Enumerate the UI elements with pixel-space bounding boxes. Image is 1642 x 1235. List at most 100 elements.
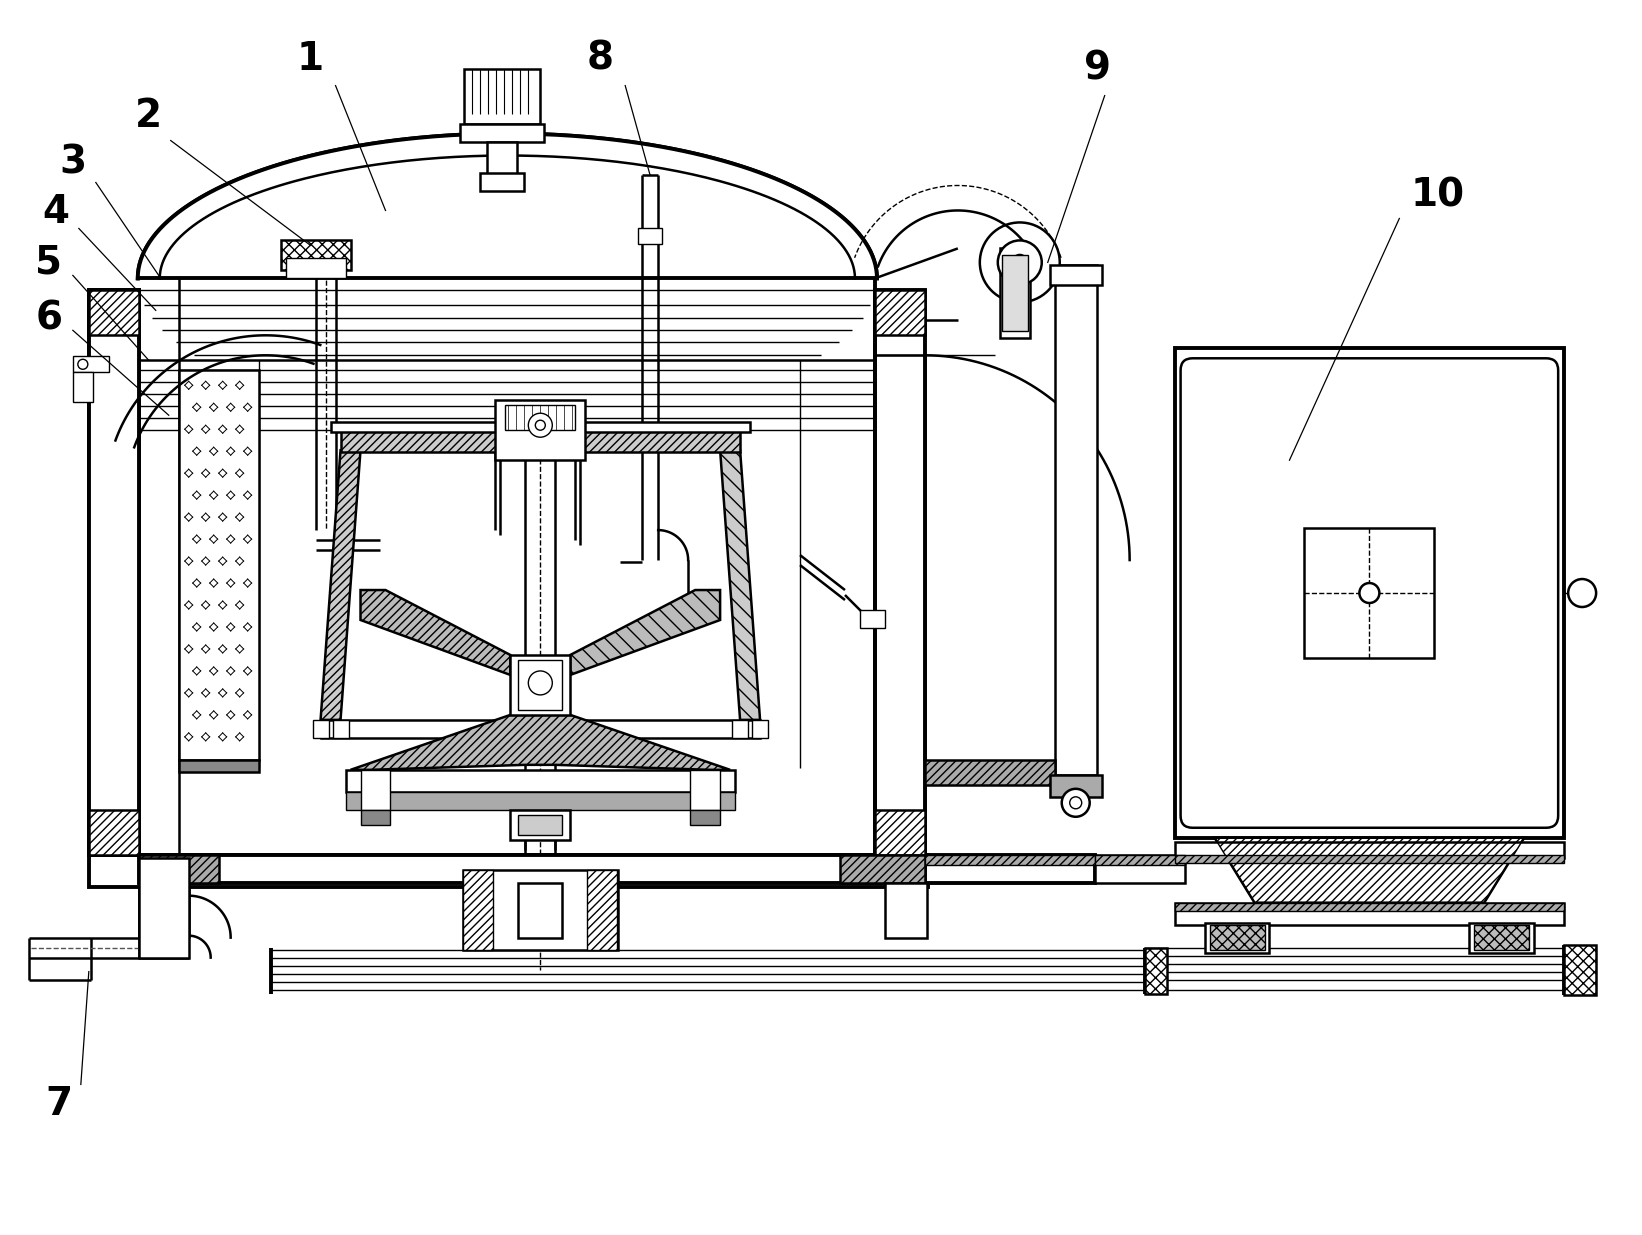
- Polygon shape: [350, 715, 731, 769]
- Bar: [460, 124, 544, 142]
- Circle shape: [1568, 579, 1596, 608]
- Bar: [488, 142, 517, 177]
- Polygon shape: [721, 451, 760, 720]
- Bar: [506, 405, 575, 430]
- Polygon shape: [89, 290, 140, 855]
- Circle shape: [1011, 254, 1028, 270]
- Bar: [281, 241, 350, 270]
- Polygon shape: [1215, 837, 1524, 903]
- Bar: [875, 290, 924, 336]
- Bar: [924, 760, 1054, 784]
- Bar: [1054, 266, 1097, 774]
- Bar: [1174, 855, 1565, 863]
- Bar: [320, 720, 760, 737]
- Bar: [140, 883, 181, 937]
- Bar: [496, 400, 585, 461]
- Bar: [690, 810, 721, 825]
- Bar: [140, 858, 189, 957]
- Bar: [89, 290, 140, 855]
- Circle shape: [535, 420, 545, 430]
- Text: 9: 9: [1084, 49, 1112, 88]
- Text: 5: 5: [36, 243, 62, 282]
- Circle shape: [1062, 789, 1090, 816]
- Bar: [1174, 903, 1565, 910]
- Circle shape: [529, 671, 552, 695]
- Bar: [1174, 348, 1565, 837]
- Bar: [511, 655, 570, 715]
- Bar: [333, 720, 348, 737]
- Polygon shape: [138, 133, 877, 278]
- Bar: [89, 855, 928, 887]
- Bar: [1049, 774, 1102, 797]
- Circle shape: [77, 359, 87, 369]
- Polygon shape: [320, 451, 361, 720]
- Bar: [179, 370, 259, 760]
- Bar: [1144, 947, 1166, 994]
- Bar: [286, 258, 345, 278]
- Bar: [345, 792, 736, 810]
- Bar: [465, 69, 540, 124]
- Bar: [1049, 266, 1102, 285]
- Bar: [860, 610, 885, 627]
- Bar: [1304, 529, 1435, 658]
- Circle shape: [980, 222, 1059, 303]
- Bar: [885, 883, 926, 937]
- Bar: [140, 855, 924, 883]
- FancyBboxPatch shape: [1181, 358, 1558, 827]
- Bar: [875, 810, 924, 855]
- Bar: [732, 720, 749, 737]
- Bar: [1470, 923, 1534, 952]
- Bar: [89, 810, 140, 855]
- Bar: [1475, 925, 1529, 950]
- Bar: [519, 883, 562, 937]
- Bar: [89, 290, 140, 336]
- Bar: [345, 769, 736, 792]
- Text: 6: 6: [36, 299, 62, 337]
- Bar: [1095, 855, 1184, 883]
- Bar: [140, 855, 218, 883]
- Bar: [1205, 923, 1269, 952]
- Bar: [1565, 945, 1596, 994]
- Bar: [312, 720, 328, 737]
- Polygon shape: [570, 590, 721, 676]
- Bar: [1002, 256, 1028, 331]
- Text: 4: 4: [43, 194, 69, 231]
- Circle shape: [998, 241, 1041, 284]
- Bar: [340, 430, 741, 452]
- Bar: [361, 769, 391, 810]
- Text: 10: 10: [1410, 177, 1465, 215]
- Bar: [588, 869, 617, 950]
- Bar: [1174, 842, 1565, 858]
- Bar: [519, 659, 562, 710]
- Bar: [639, 228, 662, 245]
- Bar: [481, 173, 524, 191]
- Bar: [875, 290, 924, 855]
- Text: 8: 8: [586, 40, 614, 78]
- Bar: [924, 855, 1095, 883]
- Bar: [511, 810, 570, 840]
- Bar: [463, 869, 619, 950]
- Bar: [519, 815, 562, 835]
- Bar: [1000, 248, 1030, 338]
- Text: 1: 1: [297, 40, 323, 78]
- Text: 3: 3: [59, 143, 87, 182]
- Circle shape: [529, 414, 552, 437]
- Bar: [361, 810, 391, 825]
- Bar: [1095, 855, 1184, 864]
- Bar: [72, 372, 94, 403]
- Bar: [690, 769, 721, 810]
- Bar: [1174, 903, 1565, 925]
- Bar: [330, 422, 750, 432]
- Circle shape: [1069, 797, 1082, 809]
- Bar: [179, 760, 259, 772]
- Bar: [1210, 925, 1264, 950]
- Polygon shape: [361, 590, 511, 676]
- Bar: [72, 356, 108, 372]
- Bar: [924, 855, 1095, 864]
- Text: 7: 7: [46, 1086, 72, 1124]
- Bar: [463, 869, 493, 950]
- Bar: [752, 720, 768, 737]
- Circle shape: [1360, 583, 1379, 603]
- Bar: [841, 855, 924, 883]
- Text: 2: 2: [135, 96, 163, 135]
